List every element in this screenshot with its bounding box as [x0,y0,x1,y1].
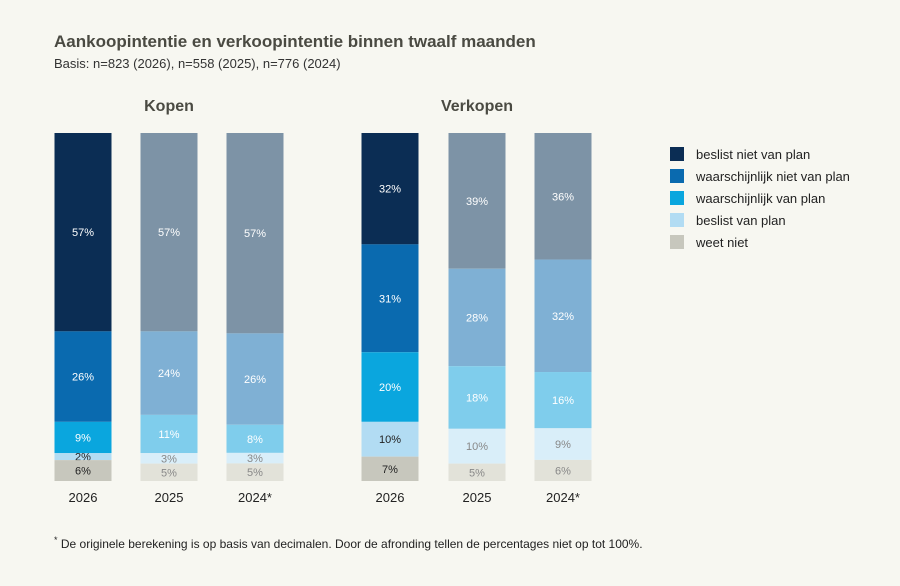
legend-item: beslist niet van plan [670,143,850,165]
bar-segment [361,244,419,353]
bar-segment [361,352,419,422]
bar-segment [226,452,284,464]
bar-segment [361,133,419,245]
bar-segment [140,463,198,481]
tick-label: 2024* [238,490,272,505]
bar-segment [448,366,506,429]
data-label: 7% [382,464,398,476]
data-label: 8% [247,434,263,446]
legend-item: waarschijnlijk van plan [670,187,850,209]
data-label: 3% [247,453,263,465]
data-label: 9% [75,433,91,445]
footnote-text: De originele berekening is op basis van … [57,537,643,551]
bar-segment [226,333,284,425]
data-label: 32% [379,184,401,196]
legend-label: beslist niet van plan [696,146,811,162]
data-label: 10% [379,434,401,446]
bar-segment [54,453,112,461]
bar-segment [534,428,592,460]
chart-subtitle: Basis: n=823 (2026), n=558 (2025), n=776… [54,56,341,71]
data-label: 3% [161,453,177,465]
bar-segment [226,424,284,453]
tick-label: 2025 [155,490,184,505]
legend-swatch [670,213,684,227]
bar-segment [140,331,198,415]
bar-segment [448,428,506,464]
footnote-mark: * [54,535,58,545]
data-label: 11% [158,429,179,441]
legend-label: beslist van plan [696,212,786,228]
bar-segment [226,463,284,481]
bar-segment [140,133,198,332]
bar-segment [54,331,112,422]
data-label: 5% [247,467,263,479]
legend-item: weet niet [670,231,850,253]
bar-segment [534,459,592,481]
bar-segment [226,133,284,334]
bar-segment [140,453,198,464]
tick-label: 2024* [546,490,580,505]
tick-label: 2026 [376,490,405,505]
legend-swatch [670,191,684,205]
chart-title-kopen: Kopen [144,98,194,115]
bar-segment [54,460,112,481]
data-label: 26% [72,372,94,384]
legend-swatch [670,147,684,161]
data-label: 18% [466,392,488,404]
data-label: 10% [466,441,488,453]
data-label: 9% [555,439,571,451]
data-label: 5% [161,467,177,479]
legend-label: waarschijnlijk van plan [696,190,826,206]
bar-segment [534,372,592,429]
legend-item: waarschijnlijk niet van plan [670,165,850,187]
bar-segment [448,268,506,367]
tick-label: 2026 [69,490,98,505]
data-label: 57% [158,227,180,239]
chart-title-verkopen: Verkopen [441,98,513,115]
tick-label: 2025 [463,490,492,505]
legend-label: waarschijnlijk niet van plan [696,168,850,184]
bar-segment [534,133,592,260]
data-label: 16% [552,395,574,407]
bar-segment [361,421,419,457]
bar-segment [361,456,419,481]
footnote: * De originele berekening is op basis va… [54,535,643,551]
data-label: 36% [552,191,574,203]
bar-segment [54,421,112,454]
data-label: 5% [469,467,485,479]
data-label: 24% [158,368,180,380]
bar-segment [448,133,506,269]
data-label: 20% [379,382,401,394]
legend-item: beslist van plan [670,209,850,231]
data-label: 32% [552,311,574,323]
data-label: 57% [244,228,266,240]
bar-segment [534,259,592,373]
bar-segment [54,133,112,332]
bar-segment [140,414,198,454]
legend-swatch [670,235,684,249]
data-label: 39% [466,196,488,208]
data-label: 6% [555,465,571,477]
chart-title: Aankoopintentie en verkoopintentie binne… [54,32,536,51]
bar-segment [448,463,506,481]
legend-label: weet niet [696,234,749,250]
data-label: 28% [466,312,488,324]
data-label: 6% [75,466,91,478]
data-label: 57% [72,227,94,239]
data-label: 26% [244,374,266,386]
data-label: 31% [379,293,401,305]
legend-swatch [670,169,684,183]
legend: beslist niet van plan waarschijnlijk nie… [670,143,850,253]
